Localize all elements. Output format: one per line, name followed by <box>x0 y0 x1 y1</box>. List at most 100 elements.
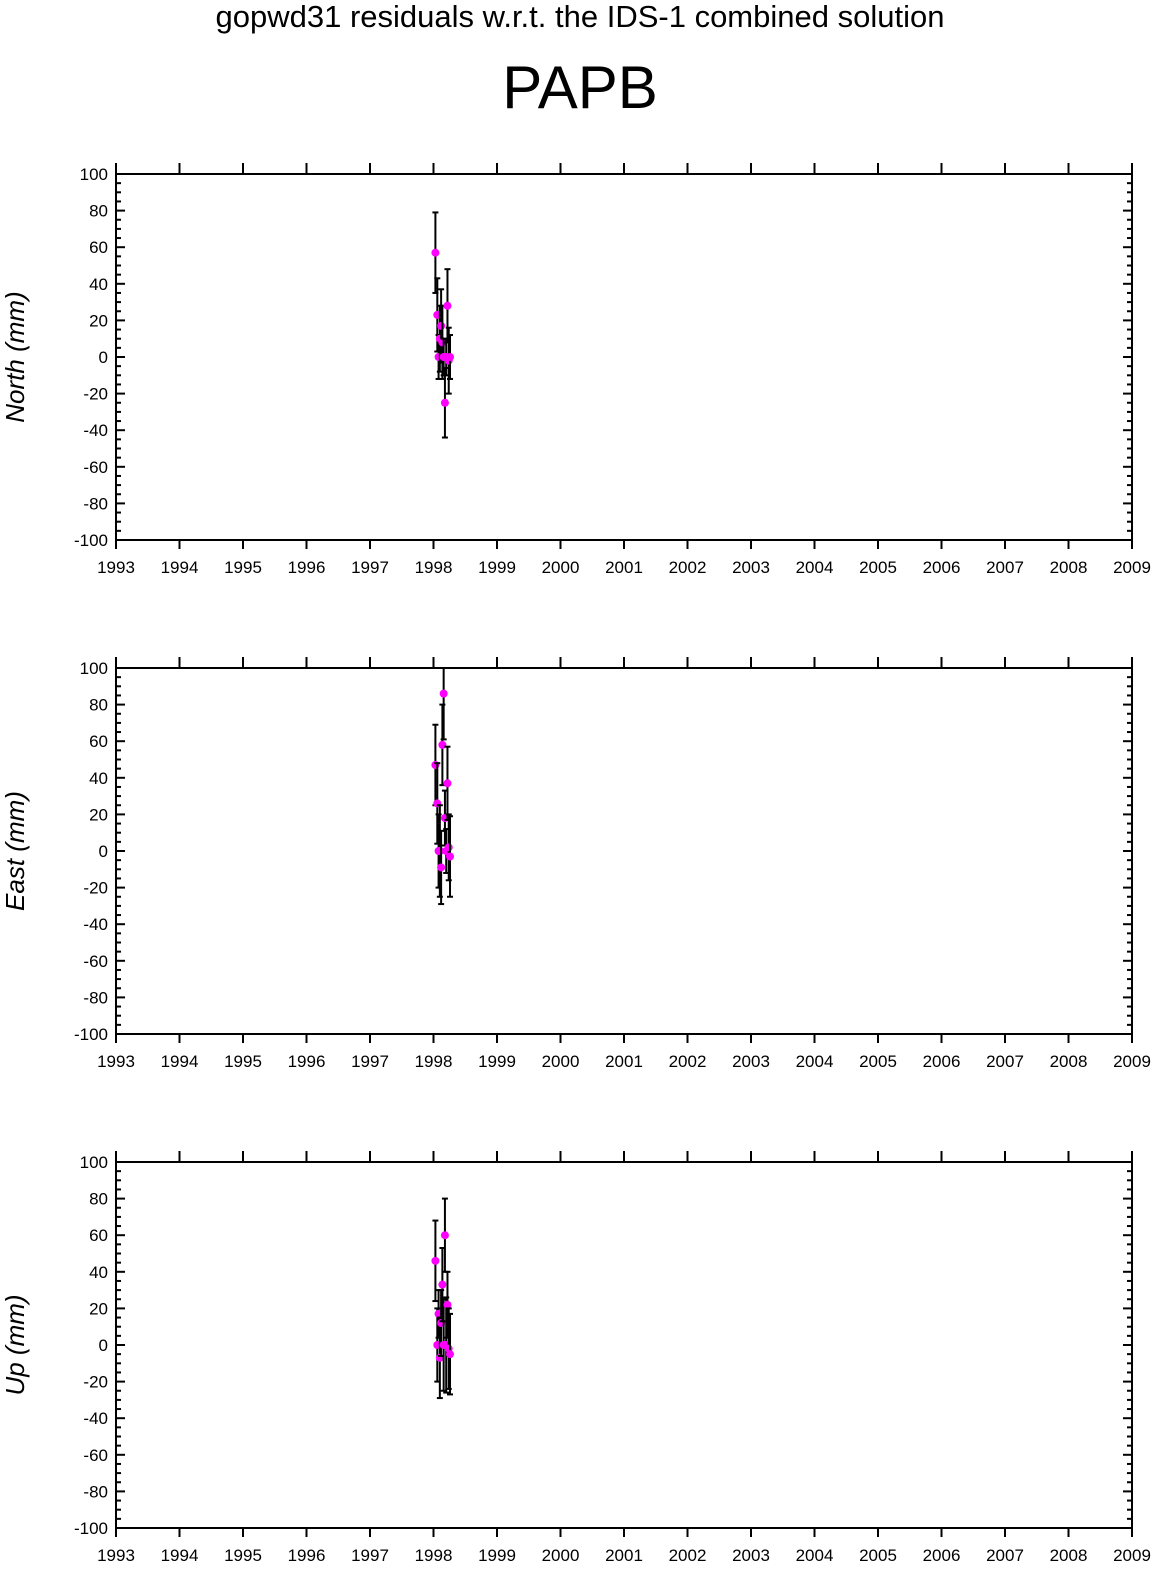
x-tick-label: 2003 <box>732 558 770 577</box>
x-tick-label: 1999 <box>478 1052 516 1071</box>
y-tick-label: 0 <box>99 842 108 861</box>
y-tick-label: -40 <box>83 1409 108 1428</box>
y-tick-label: -100 <box>74 531 108 550</box>
x-tick-label: 1994 <box>161 1546 199 1565</box>
y-tick-label: 80 <box>89 202 108 221</box>
y-tick-label: -60 <box>83 1446 108 1465</box>
x-tick-label: 1996 <box>288 558 326 577</box>
x-tick-label: 1994 <box>161 558 199 577</box>
y-tick-label: 20 <box>89 805 108 824</box>
data-point <box>439 689 448 698</box>
x-tick-label: 2001 <box>605 558 643 577</box>
x-tick-label: 1995 <box>224 1052 262 1071</box>
x-tick-label: 2000 <box>542 1052 580 1071</box>
x-tick-label: 2000 <box>542 1546 580 1565</box>
y-tick-label: 40 <box>89 1263 108 1282</box>
data-point <box>446 1350 455 1359</box>
x-tick-label: 2005 <box>859 558 897 577</box>
x-tick-label: 2009 <box>1113 1546 1151 1565</box>
x-tick-label: 2003 <box>732 1052 770 1071</box>
x-tick-label: 1995 <box>224 1546 262 1565</box>
y-tick-label: 40 <box>89 769 108 788</box>
data-point <box>446 852 455 861</box>
x-tick-label: 2009 <box>1113 1052 1151 1071</box>
x-tick-label: 1997 <box>351 558 389 577</box>
data-point <box>443 301 452 310</box>
x-tick-label: 1993 <box>97 1546 135 1565</box>
data-point <box>446 353 455 361</box>
data-point <box>437 863 446 872</box>
x-tick-label: 2007 <box>986 1052 1024 1071</box>
x-tick-label: 1997 <box>351 1052 389 1071</box>
x-tick-label: 2007 <box>986 558 1024 577</box>
x-tick-label: 2001 <box>605 1052 643 1071</box>
data-point <box>431 248 440 257</box>
data-point <box>440 1231 449 1240</box>
data-point <box>443 779 452 788</box>
x-tick-label: 2002 <box>669 1052 707 1071</box>
x-tick-label: 2007 <box>986 1546 1024 1565</box>
data-point <box>437 321 446 330</box>
data-point <box>444 843 453 852</box>
x-tick-label: 2006 <box>923 1052 961 1071</box>
data-point <box>443 1300 452 1309</box>
y-tick-label: -20 <box>83 879 108 898</box>
station-title: PAPB <box>502 54 658 121</box>
x-tick-label: 1996 <box>288 1052 326 1071</box>
plot-frame <box>115 1161 1133 1529</box>
plot-panel-3: 100 80 60 40 20 0 -20 -40 -60 -80 -100 1993 1994 1995… <box>0 1151 1151 1565</box>
y-tick-label: 0 <box>99 1336 108 1355</box>
y-tick-label: 0 <box>99 348 108 367</box>
chart-supertitle: gopwd31 residuals w.r.t. the IDS-1 combi… <box>215 0 945 34</box>
plot-panel-1: 100 80 60 40 20 0 -20 -40 -60 -80 -100 1993 1994 1995… <box>0 163 1151 577</box>
x-tick-label: 2003 <box>732 1546 770 1565</box>
y-tick-label: -20 <box>83 1373 108 1392</box>
y-tick-label: -80 <box>83 494 108 513</box>
data-point <box>431 1256 440 1265</box>
x-tick-label: 2004 <box>796 1052 834 1071</box>
y-tick-label: 60 <box>89 238 108 257</box>
y-tick-label: 80 <box>89 696 108 715</box>
plot-panel-2: 100 80 60 40 20 0 -20 -40 -60 -80 -100 1993 1994 1995… <box>0 657 1151 1071</box>
x-tick-label: 1998 <box>415 558 453 577</box>
y-tick-label: 40 <box>89 275 108 294</box>
y-tick-label: 80 <box>89 1190 108 1209</box>
x-tick-label: 2008 <box>1050 558 1088 577</box>
plot-frame <box>115 173 1133 541</box>
x-tick-label: 1998 <box>415 1052 453 1071</box>
x-tick-label: 2004 <box>796 558 834 577</box>
x-tick-label: 2008 <box>1050 1052 1088 1071</box>
y-tick-label: -80 <box>83 1482 108 1501</box>
y-tick-label: 100 <box>80 659 108 678</box>
x-tick-label: 2009 <box>1113 558 1151 577</box>
y-tick-label: -100 <box>74 1519 108 1538</box>
x-tick-label: 1997 <box>351 1546 389 1565</box>
x-tick-label: 1995 <box>224 558 262 577</box>
data-point <box>438 740 447 749</box>
data-point <box>440 398 449 407</box>
y-tick-label: 20 <box>89 311 108 330</box>
x-tick-label: 2002 <box>669 1546 707 1565</box>
x-tick-label: 2008 <box>1050 1546 1088 1565</box>
y-axis-label: North (mm) <box>0 291 30 422</box>
x-tick-label: 2005 <box>859 1052 897 1071</box>
data-point <box>438 1280 447 1289</box>
y-axis-label: East (mm) <box>0 791 30 911</box>
x-tick-label: 2006 <box>923 1546 961 1565</box>
y-tick-label: -60 <box>83 952 108 971</box>
x-tick-label: 1993 <box>97 1052 135 1071</box>
y-axis-label: Up (mm) <box>0 1294 30 1395</box>
y-tick-label: 20 <box>89 1299 108 1318</box>
x-tick-label: 2001 <box>605 1546 643 1565</box>
x-tick-label: 2005 <box>859 1546 897 1565</box>
y-tick-label: -80 <box>83 988 108 1007</box>
x-tick-label: 2006 <box>923 558 961 577</box>
y-tick-label: 60 <box>89 1226 108 1245</box>
x-tick-label: 2000 <box>542 558 580 577</box>
y-tick-label: -100 <box>74 1025 108 1044</box>
x-tick-label: 1998 <box>415 1546 453 1565</box>
y-tick-label: 60 <box>89 732 108 751</box>
y-tick-label: 100 <box>80 165 108 184</box>
x-tick-label: 1993 <box>97 558 135 577</box>
